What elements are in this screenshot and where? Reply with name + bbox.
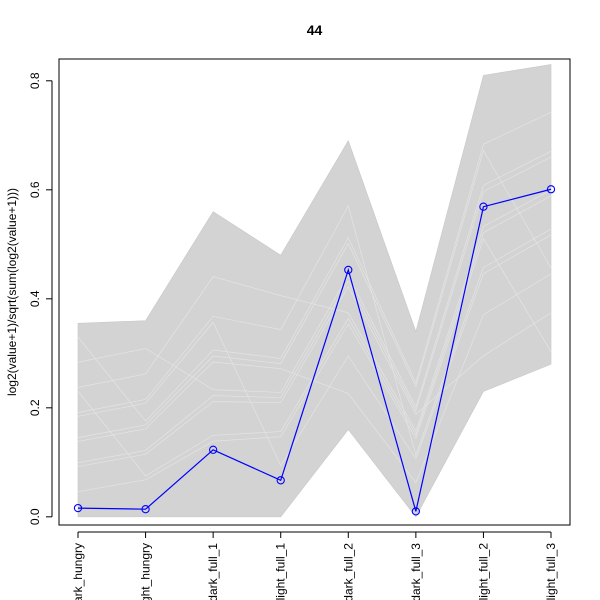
y-axis: 0.0 0.2 0.4 0.6 0.8 [28, 72, 53, 525]
background-profile-line [77, 111, 552, 422]
background-profile-line [77, 238, 552, 493]
background-profile-band [77, 64, 552, 518]
data-point [276, 476, 285, 485]
background-profile-line [77, 234, 552, 467]
x-tick-label: light_hungry [139, 543, 153, 600]
data-point [479, 202, 488, 211]
x-tick-label: dark_full_1 [206, 543, 220, 600]
y-tick-label: 0.8 [28, 72, 42, 89]
highlighted-series [73, 185, 556, 516]
background-profile-line [77, 156, 552, 464]
x-tick-label: dark_full_3 [409, 543, 423, 600]
x-axis: dark_hungry light_hungry dark_full_1 light_… [71, 531, 558, 600]
background-profile-line [77, 150, 552, 408]
data-point [344, 265, 353, 275]
y-tick-label: 0.6 [28, 181, 42, 198]
background-profile-line [77, 273, 552, 484]
x-tick-label: light_full_2 [476, 543, 490, 600]
data-point [73, 503, 83, 513]
x-tick-label: light_full_3 [544, 543, 558, 600]
chart-title: 44 [307, 22, 323, 38]
background-profile-line [77, 149, 552, 438]
y-axis-label: log2(value+1)/sqrt(sum(log2(value+1))) [5, 188, 19, 396]
background-band-area [77, 64, 552, 518]
background-profile-line [77, 189, 552, 432]
y-tick-label: 0.4 [28, 290, 42, 307]
x-tick-label: dark_hungry [71, 543, 85, 600]
y-tick-label: 0.2 [28, 399, 42, 416]
data-point [141, 505, 150, 514]
background-profile-line [77, 285, 552, 467]
x-tick-label: light_full_1 [274, 543, 288, 600]
data-point [411, 507, 421, 516]
y-tick-label: 0.0 [28, 508, 42, 525]
plot-frame [58, 58, 571, 526]
x-tick-label: dark_full_2 [341, 543, 355, 600]
series-line [77, 188, 552, 512]
background-profile-line [77, 204, 552, 457]
data-point [546, 185, 556, 194]
data-point [208, 445, 218, 454]
